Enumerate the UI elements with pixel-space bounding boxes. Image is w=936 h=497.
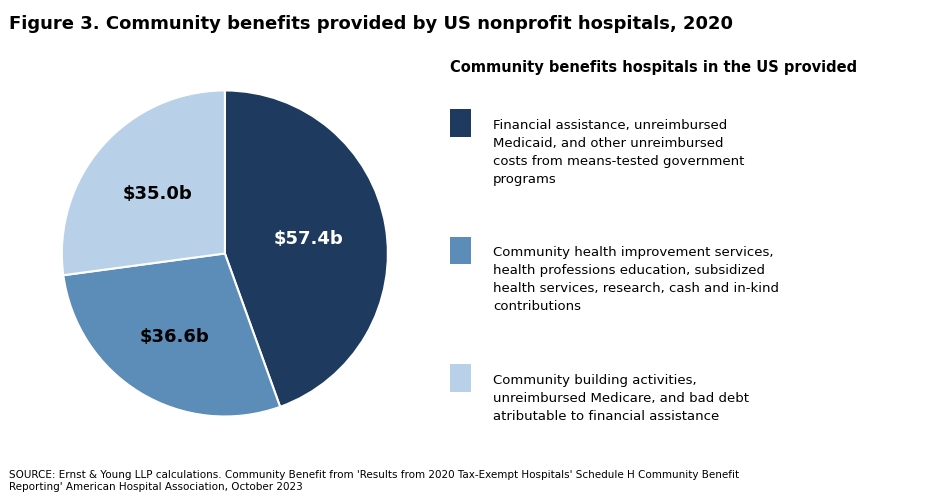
Text: $35.0b: $35.0b [123, 185, 192, 203]
Text: Community benefits hospitals in the US provided: Community benefits hospitals in the US p… [449, 60, 856, 75]
Wedge shape [62, 90, 225, 275]
Text: $57.4b: $57.4b [273, 230, 343, 248]
Text: Community health improvement services,
health professions education, subsidized
: Community health improvement services, h… [492, 247, 778, 313]
FancyBboxPatch shape [449, 364, 471, 392]
Wedge shape [225, 90, 388, 407]
Text: Figure 3. Community benefits provided by US nonprofit hospitals, 2020: Figure 3. Community benefits provided by… [9, 15, 733, 33]
Wedge shape [64, 253, 280, 416]
Text: $36.6b: $36.6b [139, 328, 209, 346]
Text: Financial assistance, unreimbursed
Medicaid, and other unreimbursed
costs from m: Financial assistance, unreimbursed Medic… [492, 119, 743, 186]
FancyBboxPatch shape [449, 237, 471, 264]
Text: Community building activities,
unreimbursed Medicare, and bad debt
atributable t: Community building activities, unreimbur… [492, 374, 748, 422]
Text: SOURCE: Ernst & Young LLP calculations. Community Benefit from 'Results from 202: SOURCE: Ernst & Young LLP calculations. … [9, 471, 739, 492]
FancyBboxPatch shape [449, 109, 471, 137]
